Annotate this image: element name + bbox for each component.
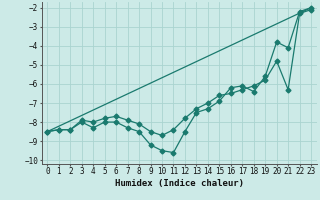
X-axis label: Humidex (Indice chaleur): Humidex (Indice chaleur): [115, 179, 244, 188]
